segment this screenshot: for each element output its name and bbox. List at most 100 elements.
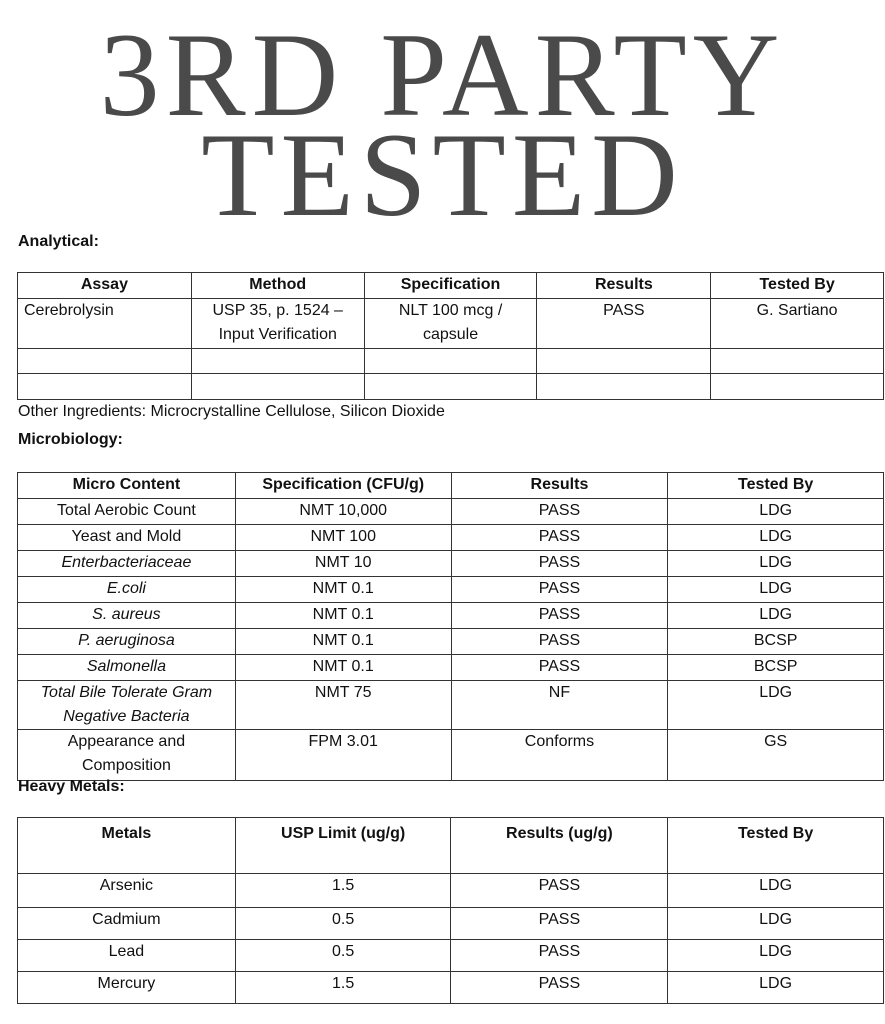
analytical-table: Assay Method Specification Results Tested By… [17, 272, 884, 400]
table-cell: S. aureus [17, 602, 236, 629]
table-cell: LDG [667, 971, 884, 1004]
table-cell: PASS [450, 939, 669, 972]
table-cell [710, 348, 884, 374]
table-cell: NMT 10 [234, 550, 452, 577]
table-row: P. aeruginosa NMT 0.1 PASS BCSP [17, 628, 884, 655]
other-ingredients: Other Ingredients: Microcrystalline Cell… [18, 403, 445, 420]
heavy-metals-label: Heavy Metals: [18, 778, 125, 795]
table-cell: PASS [450, 654, 669, 681]
header-row: Assay Method Specification Results Tested By [17, 272, 884, 299]
table-cell: Conforms [450, 729, 669, 781]
table-cell: LDG [667, 550, 884, 577]
table-cell: NMT 0.1 [234, 628, 452, 655]
table-cell: NMT 0.1 [234, 654, 452, 681]
table-cell: Total Bile Tolerate Gram Negative Bacter… [17, 680, 236, 730]
header-row: Metals USP Limit (ug/g) Results (ug/g) Test… [17, 817, 884, 874]
table-cell: NMT 100 [234, 524, 452, 551]
title-line-1: 3RD PARTY [99, 8, 786, 141]
italic-cell-text: P. aeruginosa [78, 632, 175, 649]
table-cell: Arsenic [17, 873, 236, 908]
table-cell: LDG [667, 939, 884, 972]
table-cell: E.coli [17, 576, 236, 603]
table-cell: PASS [450, 628, 669, 655]
table-cell: PASS [450, 971, 669, 1004]
table-cell: Cadmium [17, 907, 236, 940]
table-cell: 1.5 [234, 873, 452, 908]
italic-cell-text: Salmonella [86, 658, 166, 675]
italic-cell-text: S. aureus [92, 606, 161, 623]
table-cell: LDG [667, 907, 884, 940]
table-cell: FPM 3.01 [234, 729, 452, 781]
table-cell: G. Sartiano [710, 298, 884, 349]
table-cell: 1.5 [234, 971, 452, 1004]
table-cell: Lead [17, 939, 236, 972]
table-cell: GS [667, 729, 884, 781]
table-cell: Appearance and Composition [17, 729, 236, 781]
column-header: Specification (CFU/g) [234, 472, 452, 499]
table-cell: PASS [450, 524, 669, 551]
column-header: Method [190, 272, 365, 299]
table-cell [363, 373, 538, 400]
table-cell: Mercury [17, 971, 236, 1004]
table-row: Cadmium 0.5 PASS LDG [17, 907, 884, 940]
microbiology-label: Microbiology: [18, 431, 123, 448]
table-row: E.coli NMT 0.1 PASS LDG [17, 576, 884, 603]
table-row: Total Bile Tolerate Gram Negative Bacter… [17, 680, 884, 730]
table-cell [190, 348, 365, 374]
table-cell: NMT 75 [234, 680, 452, 730]
table-cell: PASS [450, 550, 669, 577]
analytical-label: Analytical: [18, 233, 99, 250]
table-cell: LDG [667, 680, 884, 730]
table-cell: NMT 10,000 [234, 498, 452, 525]
table-cell: Salmonella [17, 654, 236, 681]
table-cell [190, 373, 365, 400]
table-row: S. aureus NMT 0.1 PASS LDG [17, 602, 884, 629]
table-cell: NMT 0.1 [234, 602, 452, 629]
header-row: Micro Content Specification (CFU/g) Result… [17, 472, 884, 499]
column-header: Tested By [667, 817, 884, 874]
column-header: Tested By [667, 472, 884, 499]
table-cell: PASS [450, 873, 669, 908]
table-cell: PASS [450, 576, 669, 603]
table-cell: LDG [667, 498, 884, 525]
table-cell: PASS [450, 602, 669, 629]
italic-cell-text: E.coli [106, 580, 146, 597]
table-cell: PASS [536, 298, 712, 349]
column-header: Tested By [710, 272, 884, 299]
column-header: Metals [17, 817, 236, 874]
table-cell: 0.5 [234, 907, 452, 940]
column-header: Assay [17, 272, 192, 299]
table-cell: Cerebrolysin [17, 298, 192, 349]
table-cell [536, 348, 712, 374]
column-header: Specification [363, 272, 538, 299]
table-cell: NF [450, 680, 669, 730]
table-cell: LDG [667, 873, 884, 908]
table-cell: Yeast and Mold [17, 524, 236, 551]
table-cell [363, 348, 538, 374]
table-row [17, 373, 884, 400]
table-cell: Total Aerobic Count [17, 498, 236, 525]
table-cell: Enterbacteriaceae [17, 550, 236, 577]
heavy-metals-table: Metals USP Limit (ug/g) Results (ug/g) Test… [17, 817, 884, 1004]
table-cell: USP 35, p. 1524 – Input Verification [190, 298, 365, 349]
italic-cell-text: Enterbacteriaceae [61, 554, 192, 571]
table-cell: NMT 0.1 [234, 576, 452, 603]
table-row: Salmonella NMT 0.1 PASS BCSP [17, 654, 884, 681]
table-row: Total Aerobic Count NMT 10,000 PASS LDG [17, 498, 884, 525]
table-row: Lead 0.5 PASS LDG [17, 939, 884, 972]
title-line-2: TESTED [201, 108, 684, 241]
table-row: Mercury 1.5 PASS LDG [17, 971, 884, 1004]
table-cell: LDG [667, 602, 884, 629]
column-header: USP Limit (ug/g) [234, 817, 452, 874]
table-cell: P. aeruginosa [17, 628, 236, 655]
column-header: Results [536, 272, 712, 299]
table-cell [17, 373, 192, 400]
table-row: Cerebrolysin USP 35, p. 1524 – Input Veri… [17, 298, 884, 349]
table-row [17, 348, 884, 374]
table-cell [536, 373, 712, 400]
table-row: Arsenic 1.5 PASS LDG [17, 873, 884, 908]
microbiology-table: Micro Content Specification (CFU/g) Result… [17, 472, 884, 781]
table-cell [17, 348, 192, 374]
italic-cell-text: Total Bile Tolerate Gram Negative Bacter… [40, 684, 213, 725]
table-row: Enterbacteriaceae NMT 10 PASS LDG [17, 550, 884, 577]
